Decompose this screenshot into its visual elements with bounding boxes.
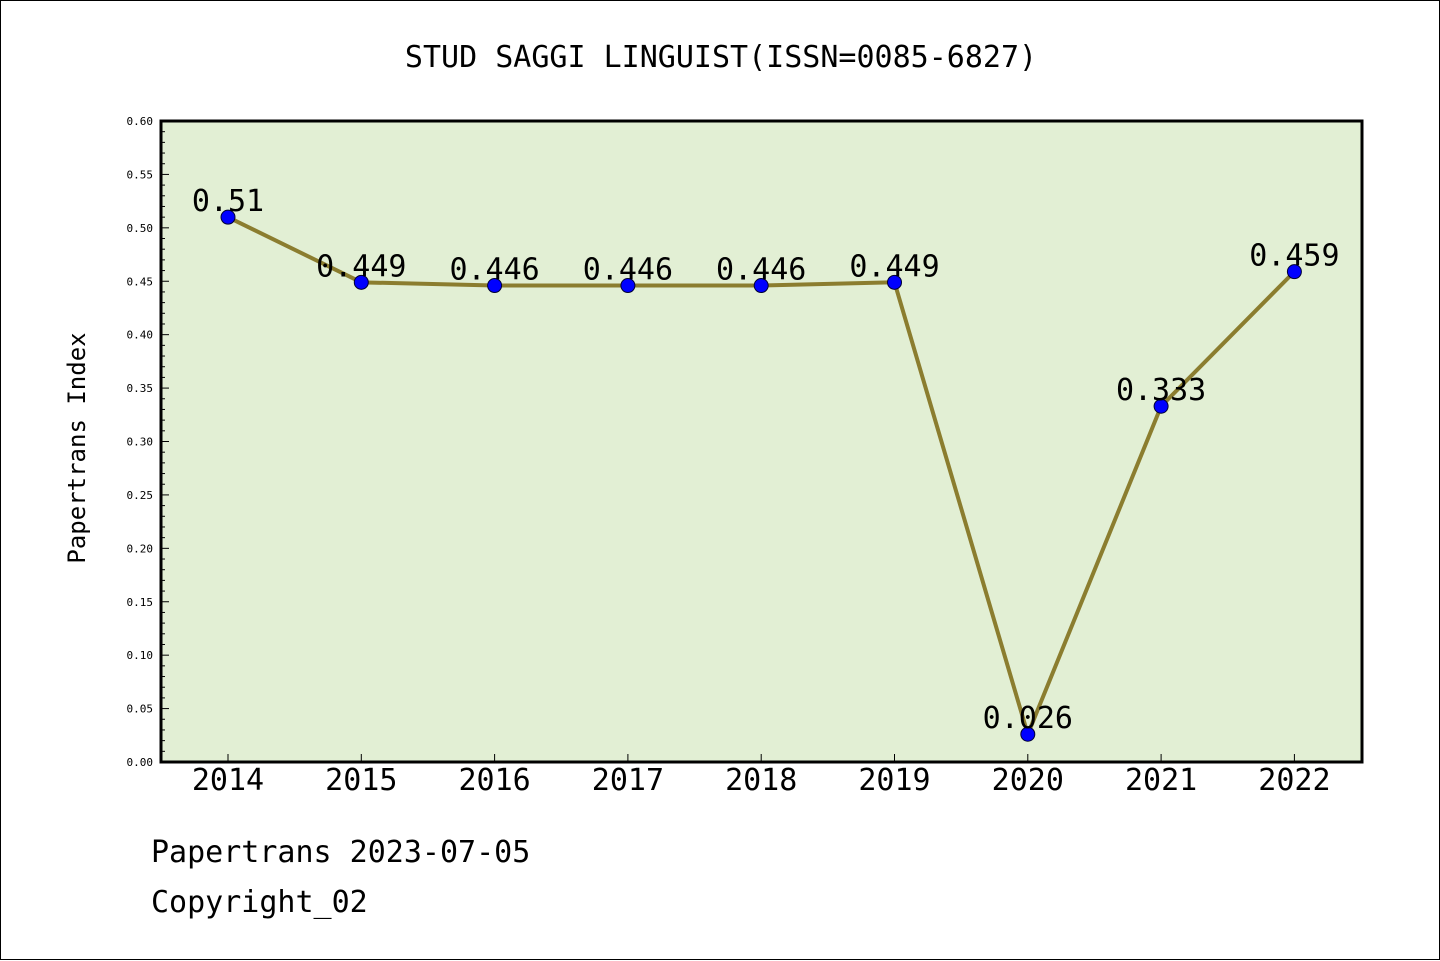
y-tick-label: 0.30: [127, 436, 154, 449]
copyright-text: Copyright_02: [151, 885, 368, 920]
x-tick-label: 2022: [1258, 763, 1330, 798]
data-point: [1286, 264, 1302, 280]
y-tick-label: 0.50: [127, 222, 154, 235]
x-tick-label: 2018: [725, 763, 797, 798]
data-label: 0.446: [716, 253, 806, 288]
x-axis-ticks: 2014 2015 2016 2017 2018 2019 2020 2021 2022: [192, 754, 1331, 798]
x-tick-label: 2015: [325, 763, 397, 798]
data-label: 0.449: [849, 249, 939, 284]
x-tick-label: 2017: [592, 763, 664, 798]
data-point: [620, 278, 636, 294]
x-tick-label: 2021: [1125, 763, 1197, 798]
y-tick-label: 0.55: [127, 168, 154, 181]
data-point: [353, 274, 369, 290]
data-label: 0.449: [316, 249, 406, 284]
x-tick-label: 2016: [458, 763, 530, 798]
x-tick-label: 2014: [192, 763, 264, 798]
plot-area: [159, 119, 1364, 764]
data-labels-layer: 0.51 0.449 0.446 0.446 0.446 0.449 0.026 0.333 0…: [192, 184, 1340, 736]
data-label: 0.51: [192, 184, 264, 219]
data-point: [220, 209, 236, 225]
x-tick-label: 2020: [992, 763, 1064, 798]
data-label: 0.333: [1116, 373, 1206, 408]
y-tick-label: 0.35: [127, 382, 154, 395]
y-tick-label: 0.60: [127, 115, 154, 128]
y-axis-label: Papertrans Index: [63, 332, 91, 563]
chart-title: STUD SAGGI LINGUIST(ISSN=0085-6827): [405, 40, 1037, 75]
y-tick-label: 0.10: [127, 649, 154, 662]
y-tick-label: 0.00: [127, 756, 154, 769]
y-tick-label: 0.25: [127, 489, 154, 502]
data-point: [1153, 398, 1169, 414]
data-point: [1020, 726, 1036, 742]
source-date-text: Papertrans 2023-07-05: [151, 835, 531, 870]
data-label: 0.446: [583, 253, 673, 288]
data-label: 0.459: [1249, 239, 1339, 274]
y-tick-label: 0.40: [127, 329, 154, 342]
x-tick-label: 2019: [858, 763, 930, 798]
y-tick-label: 0.05: [127, 703, 154, 716]
y-tick-label: 0.20: [127, 542, 154, 555]
series-layer: [220, 209, 1302, 742]
y-tick-label: 0.45: [127, 275, 154, 288]
data-point: [753, 278, 769, 294]
data-label: 0.026: [983, 701, 1073, 736]
data-label: 0.446: [449, 253, 539, 288]
y-axis-ticks: 0.00 0.05 0.10 0.15 0.20 0.25 0.30 0.35 0.40 0.45…: [127, 115, 169, 769]
data-point: [887, 274, 902, 290]
data-point: [487, 278, 503, 294]
y-tick-label: 0.15: [127, 596, 154, 609]
